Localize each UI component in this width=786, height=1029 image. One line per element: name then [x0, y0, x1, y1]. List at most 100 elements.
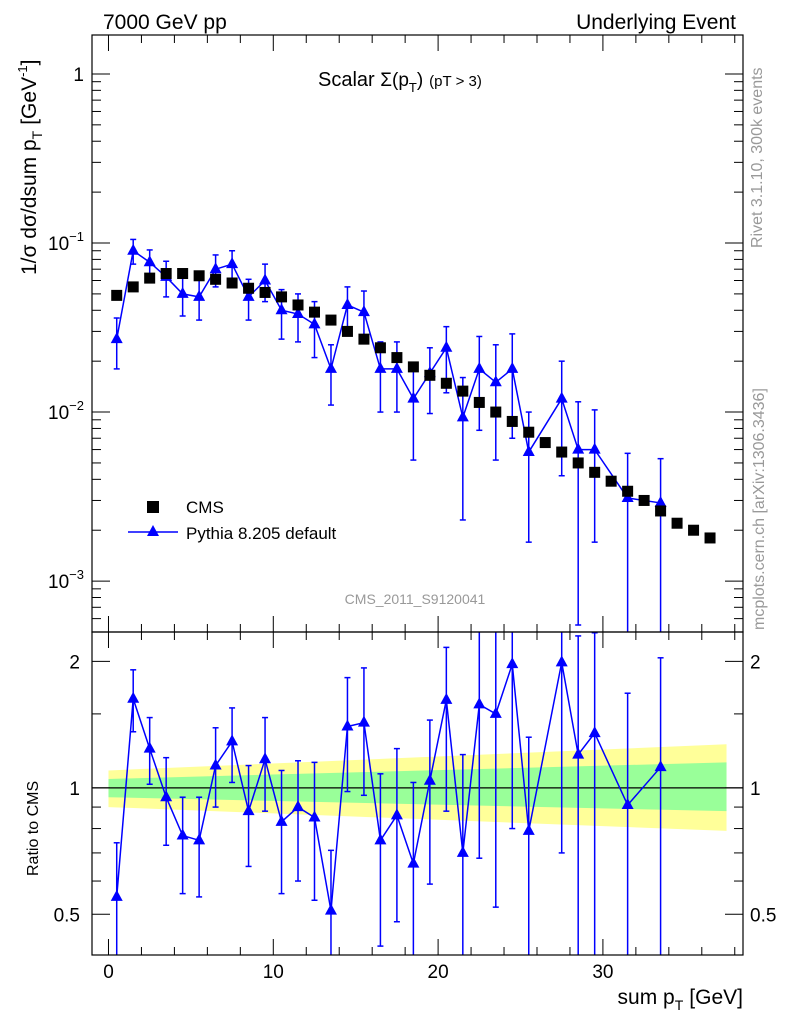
- ratio-pythia-series: [110, 632, 667, 955]
- main-y-tick-label: 10−1: [48, 229, 84, 255]
- cms-point: [243, 282, 255, 294]
- pythia-point: [308, 317, 321, 329]
- y-label-sub: T: [29, 130, 45, 139]
- ratio-point: [555, 655, 568, 667]
- ratio-point: [588, 726, 601, 738]
- ratio-point: [292, 800, 305, 812]
- ratio-point: [456, 845, 469, 857]
- pythia-point: [341, 297, 354, 309]
- cms-point: [276, 291, 288, 303]
- cms-point: [655, 505, 667, 517]
- title-close: ): [417, 70, 423, 91]
- y-label-main: 1/σ dσ/dsum p: [18, 139, 41, 275]
- ratio-point: [621, 798, 634, 810]
- ratio-y-tick-label-left: 0.5: [54, 905, 80, 926]
- ratio-point: [160, 790, 173, 802]
- ratio-point: [324, 903, 337, 915]
- pythia-point: [292, 307, 305, 319]
- ratio-point: [259, 752, 272, 764]
- pythia-point: [456, 410, 469, 422]
- cms-point: [671, 517, 683, 529]
- cms-point: [622, 485, 634, 497]
- cms-point: [688, 524, 700, 536]
- pythia-point: [489, 375, 502, 387]
- ratio-point: [176, 828, 189, 840]
- title-sigma: Σ(p: [380, 70, 409, 91]
- pythia-point: [357, 305, 370, 317]
- cms-point: [424, 369, 436, 381]
- cms-point: [358, 333, 370, 345]
- ratio-point: [440, 692, 453, 704]
- title-main: Scalar: [318, 69, 380, 91]
- cms-point: [160, 268, 172, 280]
- cms-point: [638, 494, 650, 506]
- cms-point: [572, 457, 584, 469]
- ratio-point: [242, 804, 255, 816]
- ratio-point: [423, 773, 436, 785]
- cms-point: [308, 306, 320, 318]
- legend: CMS Pythia 8.205 default: [128, 498, 337, 543]
- ratio-point: [522, 823, 535, 835]
- pythia-point: [242, 289, 255, 301]
- cms-point: [556, 446, 568, 458]
- ratio-point: [193, 833, 206, 845]
- title-cut: (pT > 3): [429, 73, 482, 90]
- pythia-point: [654, 495, 667, 507]
- pythia-point: [555, 391, 568, 403]
- pythia-point: [176, 286, 189, 298]
- cms-point: [193, 270, 205, 282]
- ratio-point: [473, 697, 486, 709]
- pythia-point: [193, 289, 206, 301]
- main-y-tick-label: 10−3: [48, 567, 84, 593]
- green-band: [108, 762, 727, 812]
- cms-point: [457, 385, 469, 397]
- pythia-point: [226, 257, 239, 269]
- ratio-y-tick-label-right: 1: [750, 779, 761, 800]
- legend-cms-label: CMS: [186, 498, 224, 517]
- x-tick-label: 0: [103, 962, 114, 983]
- pythia-point: [127, 243, 140, 255]
- y-label-unit: [GeV: [18, 77, 41, 125]
- x-label-unit: [GeV]: [689, 986, 743, 1009]
- title-sub: T: [409, 80, 417, 95]
- cms-point: [473, 396, 485, 408]
- cms-point: [704, 532, 716, 544]
- pythia-point: [143, 255, 156, 267]
- ratio-plot-frame: [91, 631, 744, 956]
- ratio-point: [143, 741, 156, 753]
- cms-point: [407, 361, 419, 373]
- legend-pythia-marker: [147, 525, 159, 536]
- x-tick-label: 30: [592, 962, 613, 983]
- x-axis-label: sum pT [GeV]: [618, 986, 743, 1013]
- cms-point: [144, 272, 156, 284]
- ratio-y-tick-label-left: 2: [69, 652, 80, 673]
- pythia-point: [110, 332, 123, 344]
- ratio-point: [341, 719, 354, 731]
- pythia-point: [407, 391, 420, 403]
- cms-point: [605, 475, 617, 487]
- cms-point: [210, 273, 222, 285]
- ratio-point: [110, 889, 123, 901]
- axis-ticks: 0 10 20 30 1 10−1 10−2 10−3 2 2 1 1 0.5 0.5: [48, 35, 776, 983]
- ratio-point: [407, 856, 420, 868]
- ratio-point: [275, 814, 288, 826]
- ratio-point: [390, 808, 403, 820]
- cms-point: [440, 377, 452, 389]
- ratio-y-tick-label-right: 0.5: [750, 905, 776, 926]
- x-label-sub: T: [675, 997, 684, 1013]
- ratio-point: [572, 747, 585, 759]
- ratio-y-tick-label-right: 2: [750, 652, 761, 673]
- main-y-tick-label: 1: [73, 65, 84, 86]
- analysis-watermark: CMS_2011_S9120041: [345, 591, 486, 607]
- pythia-point: [440, 340, 453, 352]
- plot-title: Scalar Σ(pT) (pT > 3): [318, 69, 482, 95]
- y-axis-label: 1/σ dσ/dsum pT [GeV-1]: [15, 60, 45, 275]
- ratio-y-axis-label: Ratio to CMS: [25, 781, 42, 876]
- y-label-sup: -1: [15, 65, 30, 77]
- y-label-close: ]: [18, 60, 41, 66]
- legend-pythia-label: Pythia 8.205 default: [186, 524, 337, 543]
- pythia-point: [588, 442, 601, 454]
- pythia-point: [522, 445, 535, 457]
